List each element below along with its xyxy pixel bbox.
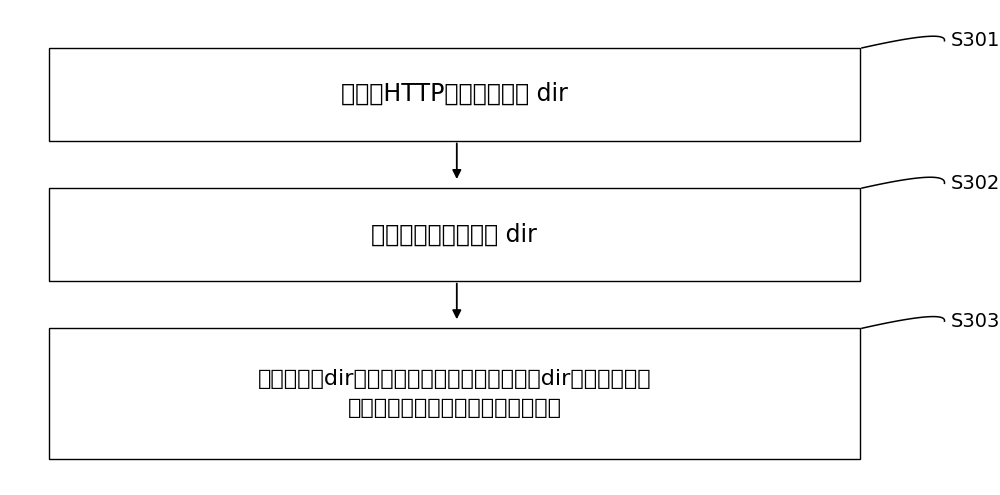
Text: S301: S301 — [951, 31, 1000, 50]
Text: 将执行命令dir和参照命令对比，得出执行命令dir非参照命令中
的命令，确定为发生了命令注入攻击: 将执行命令dir和参照命令对比，得出执行命令dir非参照命令中 的命令，确定为发… — [258, 369, 651, 418]
Text: S302: S302 — [951, 174, 1000, 193]
Text: 获取到HTTP请求参数为： dir: 获取到HTTP请求参数为： dir — [341, 82, 568, 106]
Text: 获取到执行命令为： dir: 获取到执行命令为： dir — [371, 222, 537, 247]
FancyBboxPatch shape — [49, 328, 860, 459]
FancyBboxPatch shape — [49, 48, 860, 141]
FancyBboxPatch shape — [49, 188, 860, 281]
Text: S303: S303 — [951, 312, 1000, 331]
